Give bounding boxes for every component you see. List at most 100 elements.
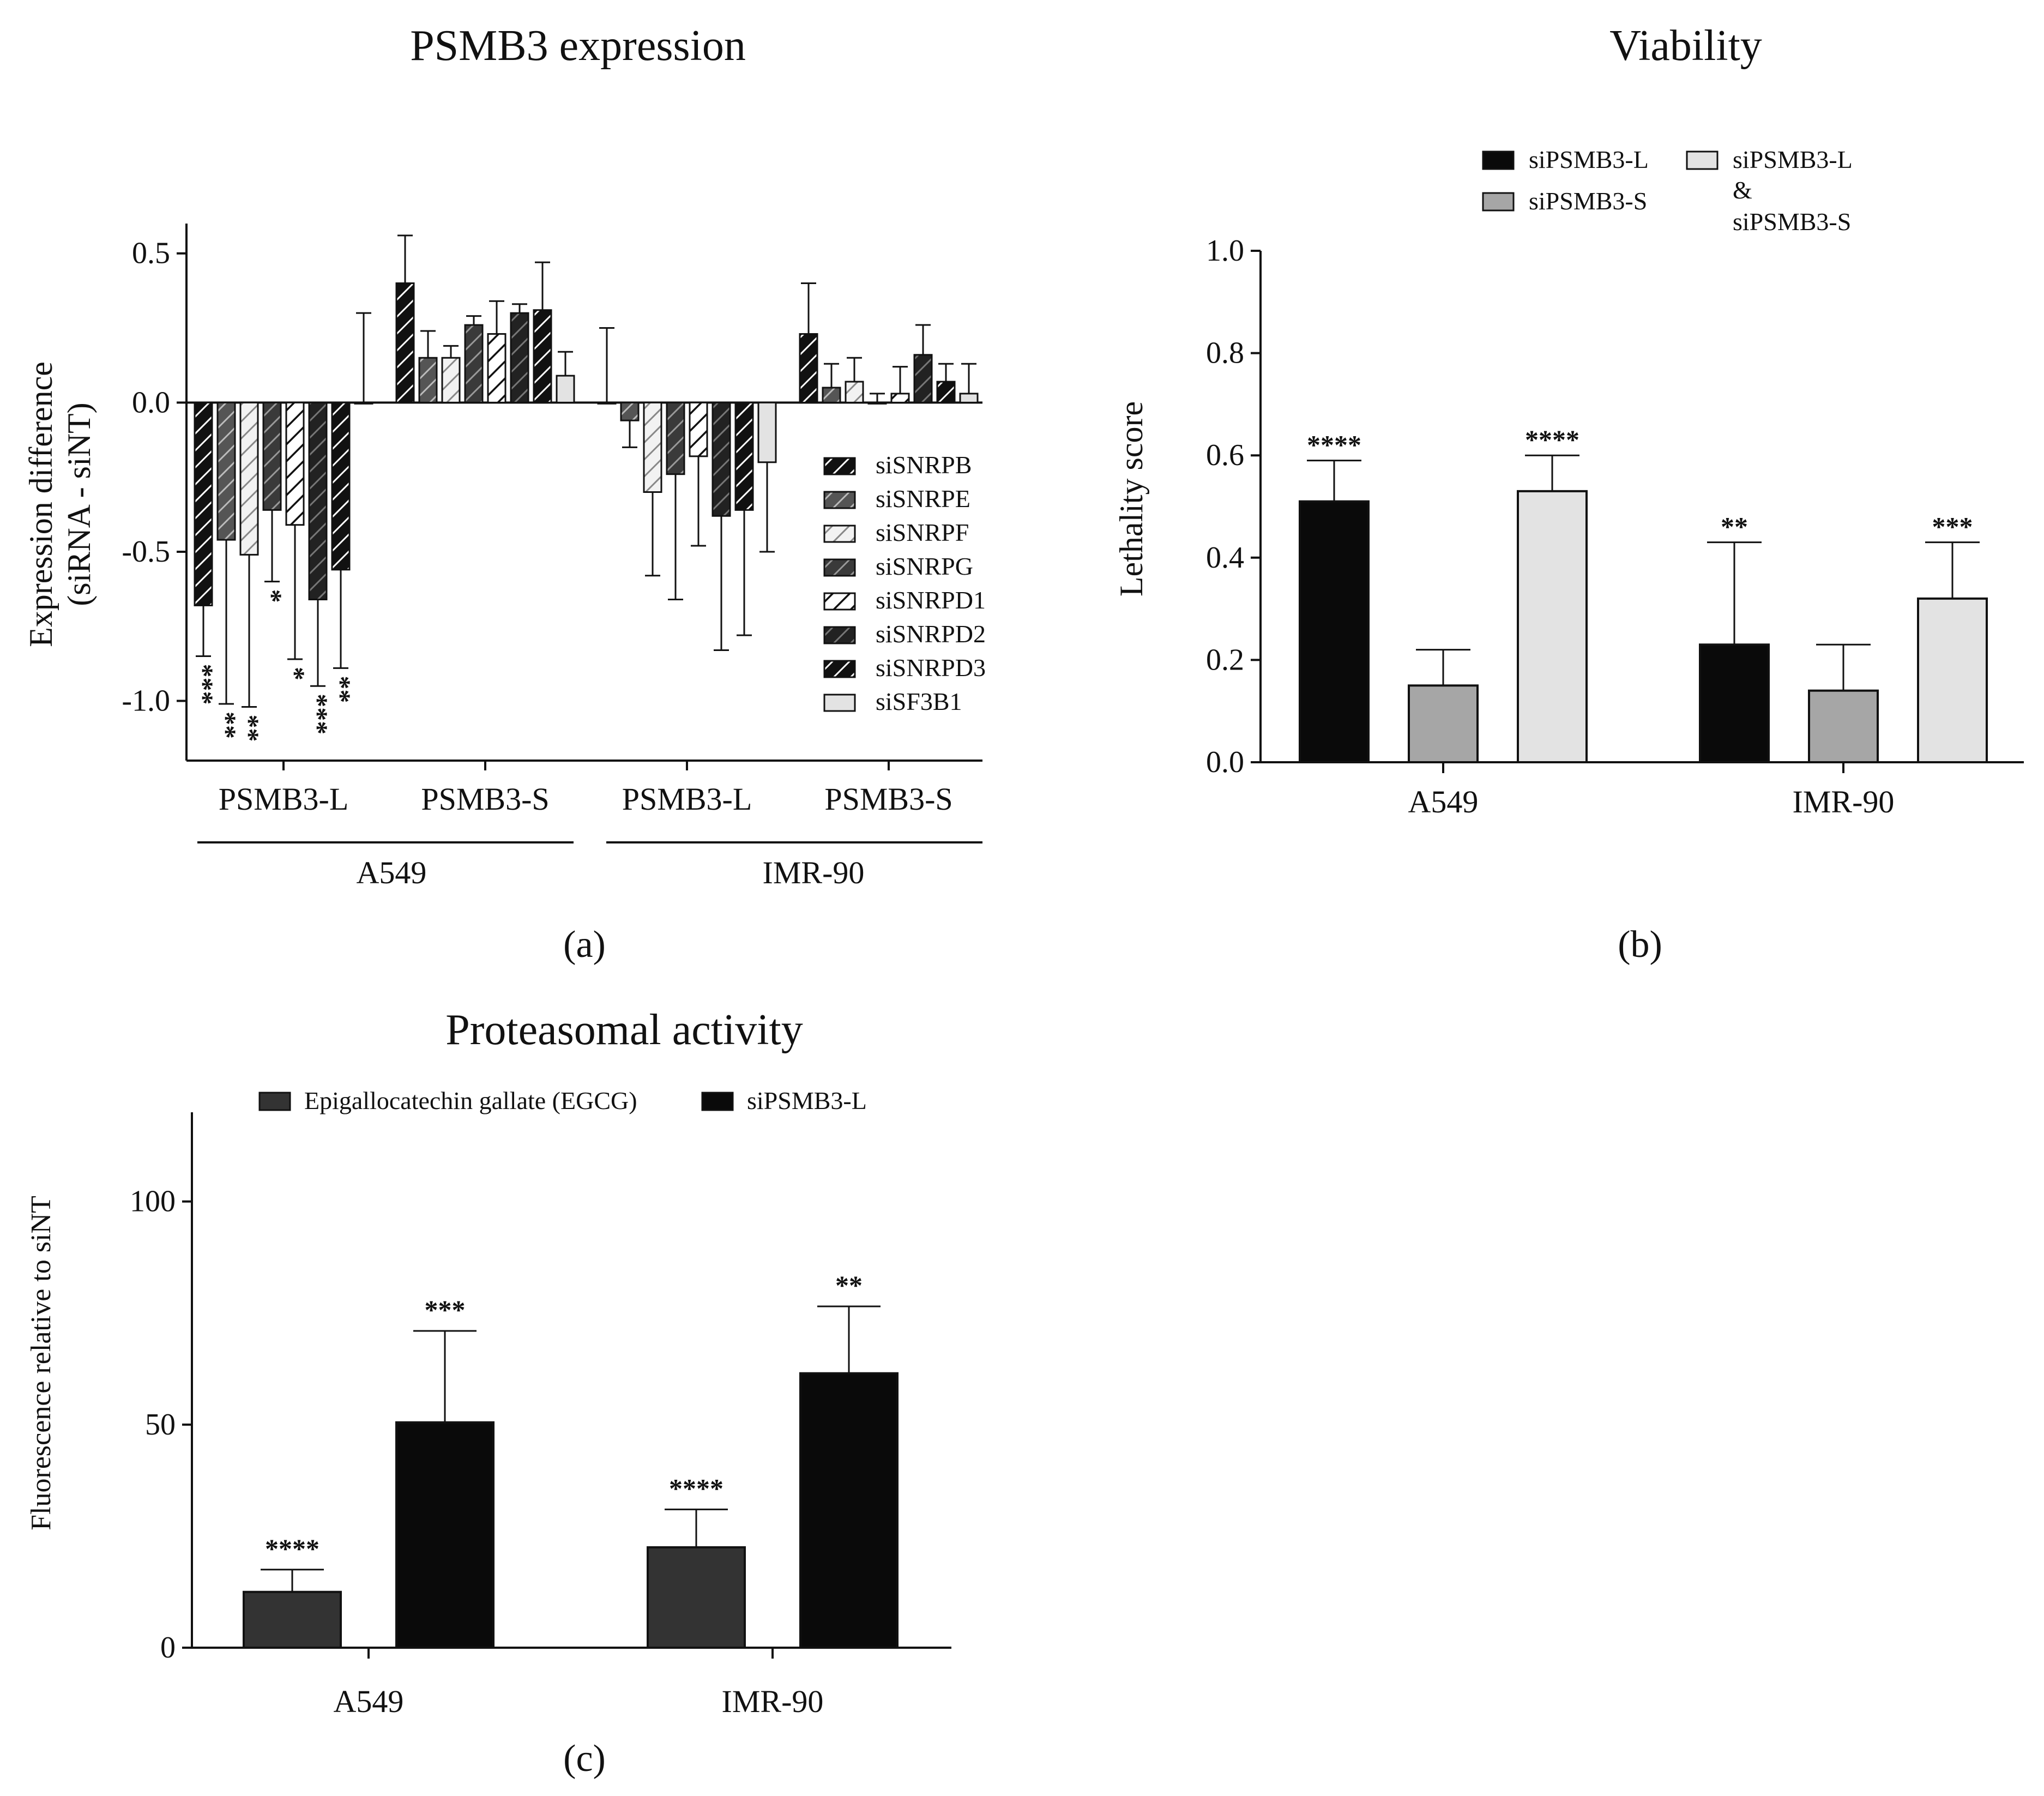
y-tick-label: 0.5 — [132, 237, 170, 270]
y-tick-label: 0.0 — [132, 385, 170, 419]
y-tick-label: 0.4 — [1206, 541, 1244, 575]
panel-c-ylabel: Fluorescence relative to siNT — [26, 1196, 57, 1530]
bar-epigallocatechin-gallate-egcg-imr-90-significance: **** — [669, 1473, 723, 1503]
bar-sisnrpg-1 — [464, 324, 484, 403]
panel-b-bars: ************* — [1299, 424, 1988, 764]
legend-swatch-sisnrpg — [823, 558, 856, 577]
bar-sisnrpb-0 — [194, 401, 213, 606]
bar-sisnrpb-0-significance: *** — [189, 664, 219, 704]
panel-a-axes: 0.5 0.0 -0.5 -1.0 PSMB3-L PSMB3-S PSMB3-L PSMB3… — [122, 224, 982, 817]
bar-sisnrpe-3 — [822, 387, 841, 403]
x-tick-label-psmb3-s: PSMB3-S — [421, 781, 549, 817]
y-tick-label: -1.0 — [122, 684, 170, 718]
legend-swatch-sipsmb3-s — [1482, 192, 1515, 212]
bar-sipsmb3-l-sipsmb3-s-a549 — [1517, 490, 1588, 763]
legend-label-sisnrpd3: siSNRPD3 — [876, 654, 986, 682]
panel-a-bars: ************** — [189, 234, 979, 742]
bar-sipsmb3-l-sipsmb3-s-imr-90 — [1917, 597, 1988, 763]
bar-sisnrpf-0-significance: ** — [234, 715, 265, 742]
x-tick-label-imr-90: IMR-90 — [722, 1684, 824, 1719]
legend-swatch-sipsmb3-l — [1482, 150, 1515, 170]
bar-epigallocatechin-gallate-egcg-a549 — [243, 1590, 342, 1649]
legend-label-sisnrpe: siSNRPE — [876, 485, 970, 513]
bar-sipsmb3-l-a549 — [1299, 500, 1370, 763]
legend-swatch-sisnrpe — [823, 491, 856, 509]
panel-b-ylabel: Lethality score — [1113, 401, 1149, 596]
bar-sipsmb3-l-imr-90-significance: ** — [835, 1270, 863, 1300]
panel-a-title: PSMB3 expression — [410, 22, 746, 70]
legend-label-sipsmb3-l-c: siPSMB3-L — [747, 1087, 867, 1114]
bar-sipsmb3-s-imr-90 — [1808, 689, 1879, 764]
bar-sisnrpb-2 — [597, 401, 617, 405]
legend-label-sisnrpf: siSNRPF — [876, 519, 969, 546]
panel-c-proteasomal-chart: Proteasomal activity Fluorescence relati… — [26, 1006, 951, 1780]
panel-c-bars: ************* — [243, 1270, 899, 1649]
bar-sisnrpd1-1 — [487, 333, 507, 403]
bar-sipsmb3-l-imr-90 — [799, 1372, 899, 1649]
panel-a-ylabel-line2: (siRNA - siNT) — [61, 402, 97, 606]
bar-sisf3b1-1 — [556, 375, 575, 403]
legend-swatch-sisnrpd3 — [823, 660, 856, 678]
bar-sisf3b1-0 — [354, 401, 373, 405]
legend-swatch-sipsmb3-l-c — [701, 1092, 734, 1111]
bar-epigallocatechin-gallate-egcg-a549-significance: **** — [265, 1533, 319, 1564]
y-tick-label: 1.0 — [1206, 234, 1244, 268]
legend-label-sipsmb3-l: siPSMB3-L — [1529, 146, 1649, 173]
panel-a-expression-chart: PSMB3 expression Expression difference (… — [23, 22, 986, 966]
legend-label-sisnrpd1: siSNRPD1 — [876, 586, 986, 614]
legend-swatch-sisf3b1 — [823, 694, 856, 712]
bar-sisnrpd2-1 — [510, 312, 529, 403]
bar-sisf3b1-3 — [959, 393, 979, 403]
legend-swatch-sipsmb3-l-and-s — [1686, 150, 1719, 170]
x-tick-label-psmb3-l: PSMB3-L — [219, 781, 349, 817]
bar-sipsmb3-l-a549-significance: *** — [425, 1294, 466, 1325]
legend-label-combo-line1: siPSMB3-L — [1733, 146, 1853, 173]
bar-sisnrpg-3 — [867, 401, 887, 405]
bar-sisnrpf-1 — [441, 357, 461, 403]
panel-b-viability-chart: Viability Lethality score 0.00.20.40.60.… — [1113, 22, 2024, 966]
legend-label-sisf3b1: siSF3B1 — [876, 688, 962, 715]
bar-sipsmb3-s-a549 — [1408, 684, 1479, 764]
y-tick-label: 100 — [130, 1185, 176, 1219]
panel-a-label: (a) — [563, 924, 606, 966]
bar-sisnrpe-0 — [216, 401, 236, 541]
legend-swatch-sisnrpd1 — [823, 592, 856, 611]
y-tick-label: 0 — [160, 1631, 176, 1665]
legend-swatch-sisnrpd2 — [823, 626, 856, 644]
legend-swatch-sisnrpf — [823, 525, 856, 543]
panel-c-legend: Epigallocatechin gallate (EGCG) siPSMB3-… — [258, 1087, 867, 1114]
bar-sipsmb3-l-imr-90 — [1699, 643, 1770, 764]
panel-c-label: (c) — [563, 1738, 606, 1780]
bar-sisf3b1-2 — [757, 401, 777, 463]
bar-sisnrpf-3 — [845, 381, 864, 403]
x-tick-label-imr-90: IMR-90 — [1793, 784, 1895, 819]
bar-sisnrpd2-2 — [712, 401, 731, 517]
panel-a-cellline-imr90: IMR-90 — [763, 855, 865, 890]
legend-label-sipsmb3-s: siPSMB3-S — [1529, 187, 1647, 215]
bar-sipsmb3-l-sipsmb3-s-imr-90-significance: *** — [1932, 511, 1973, 542]
bar-sisnrpe-2 — [620, 401, 640, 421]
bar-sisnrpe-0-significance: ** — [212, 712, 242, 739]
bar-sisnrpd1-0 — [285, 401, 305, 526]
bar-sipsmb3-l-a549-significance: **** — [1307, 430, 1361, 460]
bar-sisnrpd2-3 — [913, 354, 933, 403]
y-tick-label: 0.6 — [1206, 438, 1244, 472]
bar-sipsmb3-l-imr-90-significance: ** — [1721, 511, 1748, 542]
y-tick-label: 50 — [145, 1408, 176, 1442]
panel-b-title: Viability — [1609, 22, 1762, 70]
x-tick-label-psmb3-l: PSMB3-L — [622, 781, 752, 817]
x-tick-label-psmb3-s: PSMB3-S — [824, 781, 952, 817]
bar-sisnrpd3-0 — [331, 401, 351, 571]
bar-sisnrpf-2 — [643, 401, 662, 493]
y-tick-label: 0.0 — [1206, 745, 1244, 779]
bar-sisnrpd3-2 — [734, 401, 754, 511]
legend-label-sisnrpg: siSNRPG — [876, 552, 973, 580]
panel-b-axes: 0.0 0.2 0.4 0.6 0.8 1.0 A549 IMR-90 — [1206, 234, 2024, 819]
bar-sisnrpf-0 — [239, 401, 259, 556]
bar-sisnrpd3-0-significance: ** — [326, 676, 357, 703]
panel-a-cellline-a549: A549 — [357, 855, 427, 890]
bar-sipsmb3-l-sipsmb3-s-a549-significance: **** — [1525, 424, 1579, 455]
legend-label-combo-line2: siPSMB3-S — [1733, 208, 1851, 236]
panel-c-axes: 0 50 100 A549 IMR-90 — [130, 1112, 951, 1719]
x-tick-label-a549: A549 — [334, 1684, 404, 1719]
